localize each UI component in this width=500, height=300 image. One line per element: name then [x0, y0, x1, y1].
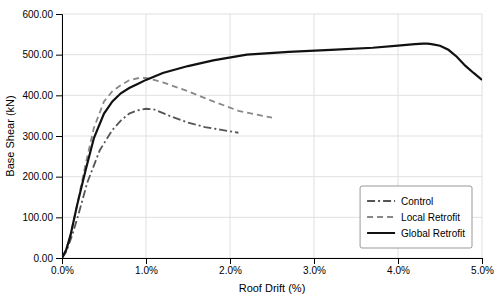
- tick-mark: [230, 258, 231, 264]
- legend-swatch: [367, 232, 395, 234]
- series-line: [62, 78, 272, 258]
- tick-mark: [56, 136, 62, 137]
- tick: 300.00: [22, 131, 62, 142]
- tick: 500.00: [22, 49, 62, 60]
- y-axis: 0.00 100.00 200.00 300.00 400.00 500.00 600.00: [22, 9, 62, 264]
- legend-item: Local Retrofit: [367, 212, 460, 223]
- tick: 4.0%: [387, 258, 410, 276]
- tick-mark: [56, 55, 62, 56]
- legend-swatch: [367, 216, 395, 218]
- grid: [62, 14, 482, 258]
- series-line: [62, 44, 482, 258]
- tick: 1.0%: [135, 258, 158, 276]
- tick-label: 4.0%: [387, 265, 410, 276]
- grid-line: [62, 176, 482, 177]
- grid-line: [62, 136, 482, 137]
- grid-line: [62, 95, 482, 96]
- tick: 0.00: [34, 253, 62, 264]
- legend-label: Global Retrofit: [401, 228, 465, 239]
- tick-label: 600.00: [22, 9, 53, 20]
- legend-label: Control: [401, 196, 433, 207]
- x-axis: 0.0% 1.0% 2.0% 3.0% 4.0% 5.0%: [51, 258, 494, 276]
- legend-label: Local Retrofit: [401, 212, 460, 223]
- y-axis-title: Base Shear (kN): [4, 95, 16, 176]
- tick: 2.0%: [219, 258, 242, 276]
- tick: 0.0%: [51, 258, 74, 276]
- tick-label: 0.00: [34, 253, 54, 264]
- series-group: [62, 44, 482, 258]
- tick-label: 2.0%: [219, 265, 242, 276]
- tick-mark: [56, 95, 62, 96]
- grid-line: [62, 54, 482, 55]
- tick: 200.00: [22, 171, 62, 182]
- legend-item: Global Retrofit: [367, 228, 465, 239]
- tick-label: 100.00: [22, 212, 53, 223]
- legend-swatch: [367, 200, 395, 202]
- tick: 5.0%: [471, 258, 494, 276]
- chart: 0.0% 1.0% 2.0% 3.0% 4.0% 5.0% 0.00 100.00 200.00…: [0, 0, 500, 300]
- tick-mark: [482, 258, 483, 264]
- tick-label: 1.0%: [135, 265, 158, 276]
- tick-mark: [56, 177, 62, 178]
- legend-item: Control: [367, 196, 433, 207]
- tick-label: 5.0%: [471, 265, 494, 276]
- legend-box: [360, 186, 472, 248]
- plot-area: 0.0% 1.0% 2.0% 3.0% 4.0% 5.0% 0.00 100.00 200.00…: [22, 9, 494, 276]
- tick-label: 200.00: [22, 171, 53, 182]
- axis-line: [63, 259, 483, 265]
- tick-label: 3.0%: [303, 265, 326, 276]
- tick: 400.00: [22, 90, 62, 101]
- legend: Control Local Retrofit Global Retrofit: [360, 186, 472, 248]
- tick-label: 400.00: [22, 90, 53, 101]
- tick-mark: [314, 258, 315, 264]
- tick-label: 0.0%: [51, 265, 74, 276]
- tick: 600.00: [22, 9, 62, 20]
- tick-mark: [398, 258, 399, 264]
- tick-label: 500.00: [22, 49, 53, 60]
- grid-line: [62, 14, 482, 15]
- axis-line: [56, 15, 63, 259]
- tick-mark: [56, 258, 62, 259]
- tick-mark: [56, 217, 62, 218]
- tick-label: 300.00: [22, 131, 53, 142]
- series-line: [62, 109, 238, 258]
- tick: 3.0%: [303, 258, 326, 276]
- tick-mark: [146, 258, 147, 264]
- x-axis-title: Roof Drift (%): [239, 282, 306, 294]
- tick: 100.00: [22, 212, 62, 223]
- tick-mark: [56, 14, 62, 15]
